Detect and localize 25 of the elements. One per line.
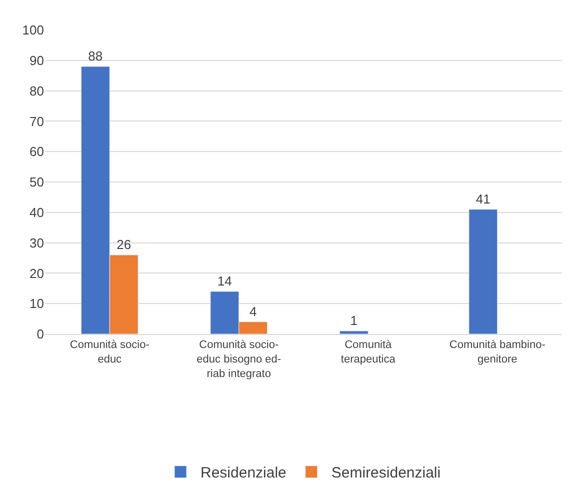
- x-tick-label: Comunità terapeutica: [340, 339, 396, 366]
- y-tick-label: 50: [30, 174, 44, 190]
- data-label: 88: [88, 48, 103, 64]
- y-tick-label: 0: [36, 326, 44, 342]
- y-tick-label: 90: [30, 52, 44, 68]
- x-tick-label: Comunità bambino-genitore: [449, 339, 546, 366]
- y-tick-label: 100: [22, 22, 44, 38]
- legend-label: Residenziale: [200, 464, 286, 482]
- y-tick-label: 70: [30, 114, 44, 129]
- data-label: 26: [116, 236, 132, 252]
- bar: [468, 209, 498, 334]
- data-label: 4: [249, 304, 257, 319]
- y-tick-label: 30: [30, 235, 44, 250]
- legend-label: Semiresidenziali: [331, 464, 441, 482]
- y-tick-label: 40: [30, 204, 44, 220]
- bar: [339, 330, 368, 334]
- y-tick-label: 20: [30, 266, 44, 281]
- data-label: 41: [476, 191, 490, 206]
- y-tick-label: 10: [30, 296, 44, 312]
- x-tick-label: Comunità socio-educ: [70, 339, 150, 366]
- y-tick-label: 80: [30, 83, 44, 98]
- x-tick-label: Comunità socio-educ bisogno ed-riab integrato: [196, 339, 282, 380]
- y-tick-label: 60: [30, 144, 44, 160]
- data-label: 14: [217, 273, 232, 288]
- data-label: 1: [350, 312, 358, 328]
